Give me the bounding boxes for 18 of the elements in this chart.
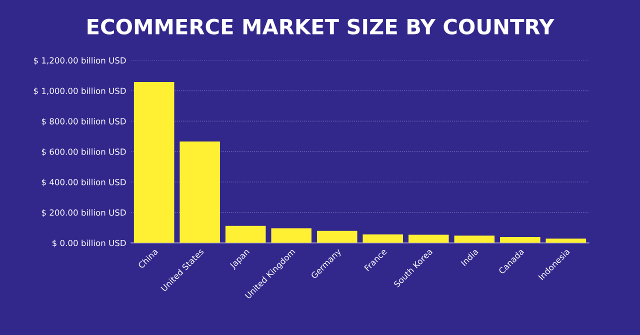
bar xyxy=(454,236,495,243)
y-tick-label: $ 1,000.00 billion USD xyxy=(34,88,126,96)
bar xyxy=(500,236,540,243)
bar xyxy=(225,226,266,243)
y-tick-label: $ 200.00 billion USD xyxy=(42,209,126,217)
y-tick-label: $ 600.00 billion USD xyxy=(42,148,126,156)
bar xyxy=(362,234,404,243)
bar xyxy=(546,238,586,243)
y-tick-label: $ 800.00 billion USD xyxy=(42,118,126,126)
y-tick-label: $ 1,200.00 billion USD xyxy=(34,57,126,65)
y-tick-label: $ 400.00 billion USD xyxy=(42,178,126,186)
bar xyxy=(134,82,174,243)
chart-title: ECOMMERCE MARKET SIZE BY COUNTRY xyxy=(88,18,554,35)
bar xyxy=(180,142,220,243)
bar xyxy=(271,228,312,243)
y-tick-label: $ 0.00 billion USD xyxy=(52,240,126,248)
bar xyxy=(408,234,449,243)
bar xyxy=(316,230,358,243)
